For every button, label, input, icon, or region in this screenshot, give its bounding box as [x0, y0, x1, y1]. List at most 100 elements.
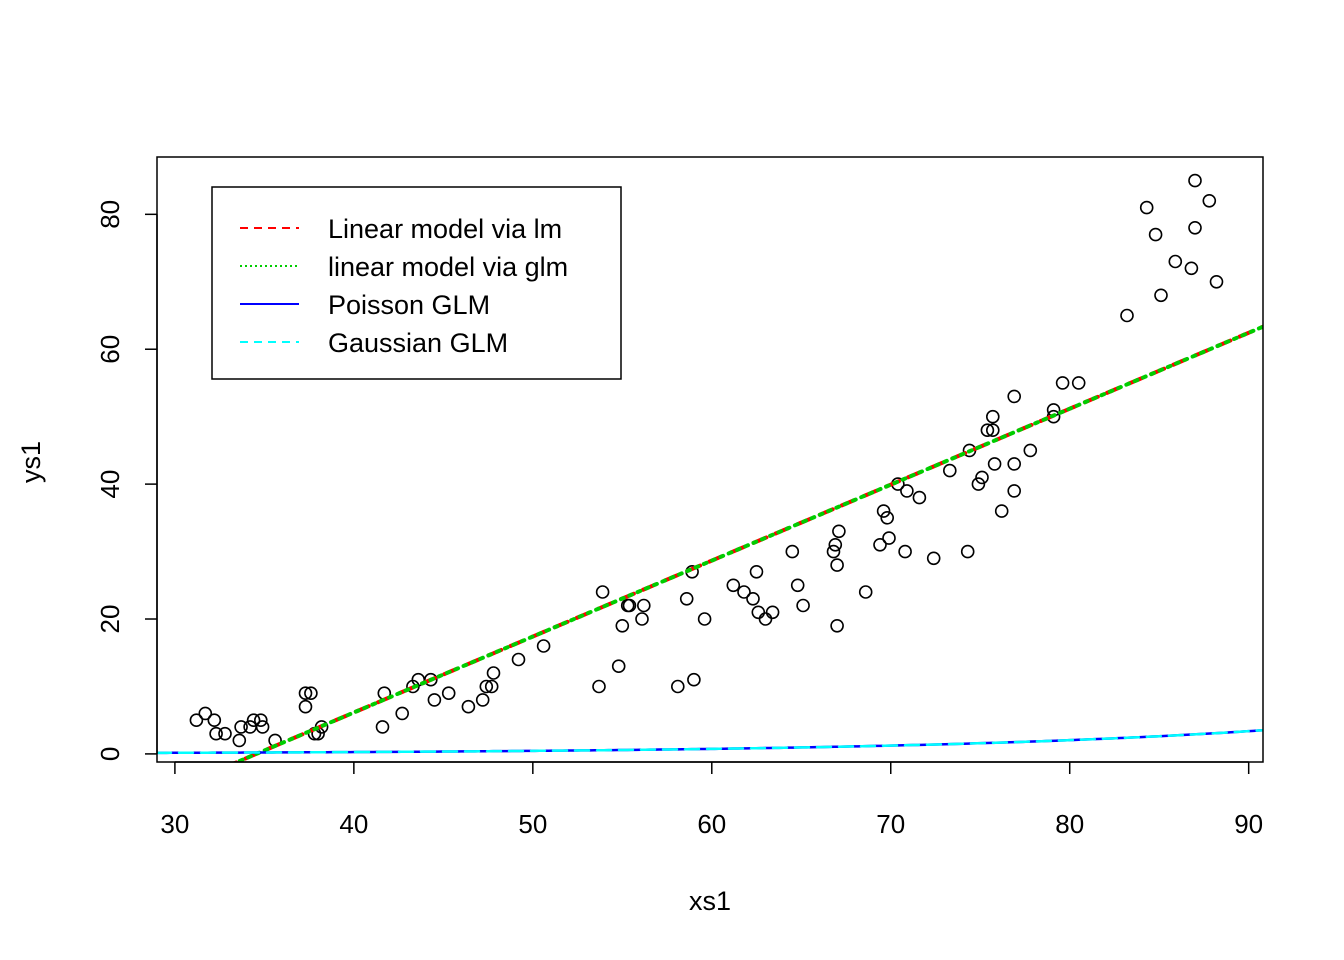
- data-point: [475, 693, 490, 707]
- data-point: [198, 706, 213, 721]
- data-point: [1184, 261, 1199, 276]
- data-point: [1188, 221, 1202, 235]
- data-point: [1188, 173, 1202, 188]
- data-point: [858, 585, 873, 599]
- y-tick-label: 40: [95, 470, 125, 499]
- data-point: [828, 537, 843, 552]
- data-point: [189, 713, 204, 728]
- data-point: [484, 679, 499, 694]
- data-point: [595, 585, 610, 599]
- data-point: [423, 672, 438, 687]
- data-point: [898, 544, 912, 559]
- data-point: [882, 531, 896, 545]
- data-point: [796, 598, 810, 613]
- data-point: [441, 686, 456, 701]
- data-point: [876, 504, 891, 518]
- x-tick-label: 80: [1055, 809, 1084, 839]
- data-point: [1055, 376, 1070, 390]
- y-tick-label: 0: [95, 747, 125, 761]
- data-point: [592, 679, 606, 694]
- data-point: [636, 598, 651, 613]
- x-axis: 30 40 50 60 70 80 90: [160, 761, 1263, 839]
- data-point: [253, 713, 268, 728]
- x-tick-label: 30: [160, 809, 189, 839]
- data-point: [985, 423, 1000, 438]
- data-point: [994, 504, 1009, 518]
- x-tick-label: 90: [1234, 809, 1263, 839]
- data-point: [1071, 376, 1086, 390]
- data-point: [246, 713, 261, 728]
- data-point: [1007, 389, 1022, 404]
- x-tick-label: 70: [876, 809, 905, 839]
- data-point: [1148, 227, 1163, 242]
- data-point: [785, 544, 800, 559]
- data-point: [375, 720, 390, 734]
- data-point: [726, 578, 741, 593]
- data-point: [1007, 484, 1022, 498]
- x-tick-label: 50: [518, 809, 547, 839]
- data-point: [622, 598, 637, 613]
- data-point: [304, 686, 318, 701]
- data-point: [395, 706, 410, 721]
- legend-label-gaussian: Gaussian GLM: [328, 328, 508, 358]
- data-point: [1202, 194, 1217, 208]
- data-point: [926, 551, 941, 566]
- y-axis-label: ys1: [16, 441, 46, 483]
- data-point: [298, 686, 313, 701]
- data-point: [479, 679, 494, 694]
- data-point: [298, 699, 313, 714]
- legend: Linear model via lm linear model via glm…: [211, 186, 622, 380]
- data-point: [826, 544, 841, 559]
- data-point: [987, 457, 1002, 471]
- data-point: [971, 477, 986, 491]
- data-point: [751, 605, 766, 620]
- series-line-4: [157, 728, 1263, 755]
- y-axis: 0 20 40 60 80: [95, 200, 158, 761]
- data-point: [985, 409, 1000, 424]
- y-tick-label: 60: [95, 335, 125, 364]
- y-tick-label: 80: [95, 200, 125, 229]
- data-point: [615, 618, 630, 633]
- data-point: [758, 612, 773, 626]
- data-point: [1154, 288, 1168, 303]
- data-point: [746, 591, 760, 606]
- data-point: [255, 720, 270, 734]
- data-point: [737, 585, 751, 599]
- data-point: [1209, 274, 1224, 289]
- data-point: [873, 537, 887, 552]
- data-point: [486, 666, 501, 680]
- x-axis-label: xs1: [689, 886, 731, 916]
- data-point: [1023, 443, 1038, 458]
- data-point: [830, 618, 844, 633]
- legend-label-poisson: Poisson GLM: [328, 290, 490, 320]
- x-tick-label: 60: [697, 809, 726, 839]
- series-line-2: [232, 324, 1263, 762]
- data-point: [1120, 308, 1134, 323]
- data-point: [749, 564, 764, 579]
- data-point: [218, 726, 232, 741]
- data-point: [832, 524, 846, 539]
- data-point: [461, 699, 476, 714]
- data-point: [232, 733, 247, 748]
- data-point: [980, 423, 995, 438]
- data-point: [670, 679, 685, 694]
- data-point: [1139, 200, 1154, 215]
- x-tick-label: 40: [339, 809, 368, 839]
- data-point: [942, 463, 957, 478]
- data-point: [207, 713, 222, 728]
- legend-label-glm: linear model via glm: [328, 252, 568, 282]
- data-point: [536, 639, 551, 653]
- data-point: [427, 693, 442, 707]
- data-point: [697, 612, 712, 626]
- data-point: [234, 720, 248, 734]
- data-point: [611, 659, 626, 674]
- data-point: [900, 484, 914, 498]
- data-point: [960, 544, 975, 559]
- data-point: [912, 490, 927, 505]
- legend-label-lm: Linear model via lm: [328, 214, 562, 244]
- data-point: [1168, 254, 1183, 269]
- data-point: [635, 612, 649, 626]
- data-point: [209, 726, 223, 741]
- data-point: [765, 605, 780, 620]
